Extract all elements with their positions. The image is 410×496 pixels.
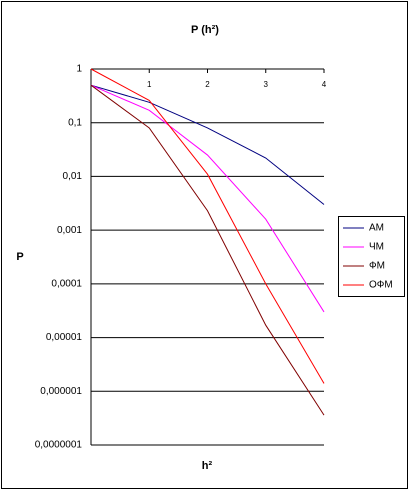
y-tick-label: 0,000001 — [40, 386, 82, 397]
x-tick-label: 3 — [264, 80, 269, 89]
series-line — [90, 68, 325, 384]
y-tick-label: 1 — [76, 64, 82, 75]
legend-label: ЧМ — [369, 242, 384, 253]
chart-title: P (h²) — [191, 24, 219, 36]
legend-label: ФМ — [369, 261, 385, 272]
y-tick-label: 0,0001 — [51, 278, 82, 289]
series-line — [90, 84, 325, 205]
y-tick-label: 0,00001 — [46, 332, 83, 343]
legend-box — [338, 216, 405, 297]
y-tick-label: 0,0000001 — [35, 440, 83, 451]
x-tick-label: 4 — [322, 80, 327, 89]
x-tick-label: 1 — [147, 80, 152, 89]
y-tick-label: 0,01 — [63, 171, 83, 182]
y-tick-label: 0,1 — [68, 117, 82, 128]
series-line — [90, 84, 325, 313]
x-axis-label: h² — [202, 460, 213, 472]
legend-label: ОФМ — [369, 280, 393, 291]
x-tick-label: 2 — [205, 80, 210, 89]
legend-label: АМ — [369, 223, 384, 234]
y-axis-label: P — [16, 251, 23, 263]
series-line — [90, 84, 325, 416]
y-tick-label: 0,001 — [57, 225, 82, 236]
